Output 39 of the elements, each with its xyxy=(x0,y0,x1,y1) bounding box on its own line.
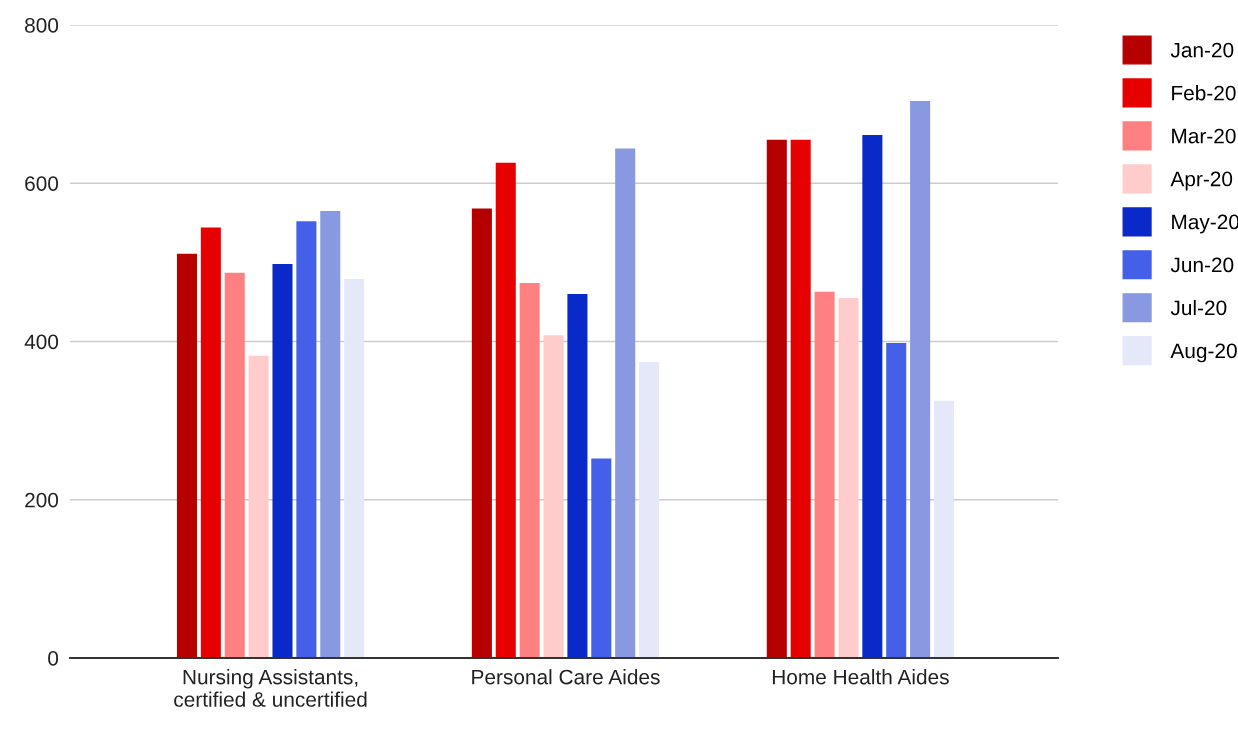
bar xyxy=(591,458,612,658)
x-tick-label: Personal Care Aides xyxy=(472,669,660,685)
bar xyxy=(471,208,492,658)
bar xyxy=(567,294,588,658)
legend-label: Apr-20 xyxy=(1170,171,1233,191)
bar xyxy=(495,162,516,658)
legend-label: Feb-20 xyxy=(1172,85,1236,101)
bar xyxy=(766,139,787,658)
y-tick-label: 0 xyxy=(48,651,59,666)
x-tick-label: Nursing Assistants, certified & uncertified xyxy=(174,669,367,707)
bar xyxy=(248,355,269,658)
bar xyxy=(814,291,835,658)
bar xyxy=(543,335,564,658)
bar xyxy=(344,278,365,658)
bar xyxy=(272,263,293,658)
y-tick-label: 400 xyxy=(24,334,59,350)
bar xyxy=(933,400,955,658)
bar xyxy=(200,227,221,658)
bar xyxy=(224,272,245,658)
bar xyxy=(176,253,197,658)
legend-label: Aug-20 xyxy=(1170,343,1237,363)
bar xyxy=(838,297,859,658)
bar xyxy=(910,100,931,658)
bar xyxy=(296,221,317,658)
legend-label: Jan-20 xyxy=(1170,42,1234,58)
bar xyxy=(320,210,341,658)
y-tick-label: 600 xyxy=(25,176,59,191)
bar xyxy=(790,139,811,658)
bar xyxy=(615,148,636,658)
x-tick-label: Home Health Aides xyxy=(772,669,949,685)
bar xyxy=(862,134,883,658)
legend-label: Jun-20 xyxy=(1170,257,1234,273)
legend-label: Jul-20 xyxy=(1170,299,1227,316)
y-tick-label: 200 xyxy=(25,492,59,508)
bar xyxy=(886,343,907,658)
legend-label: Mar-20 xyxy=(1172,128,1236,144)
y-tick-label: 800 xyxy=(25,18,59,33)
bar xyxy=(639,362,660,658)
bar xyxy=(519,282,540,658)
